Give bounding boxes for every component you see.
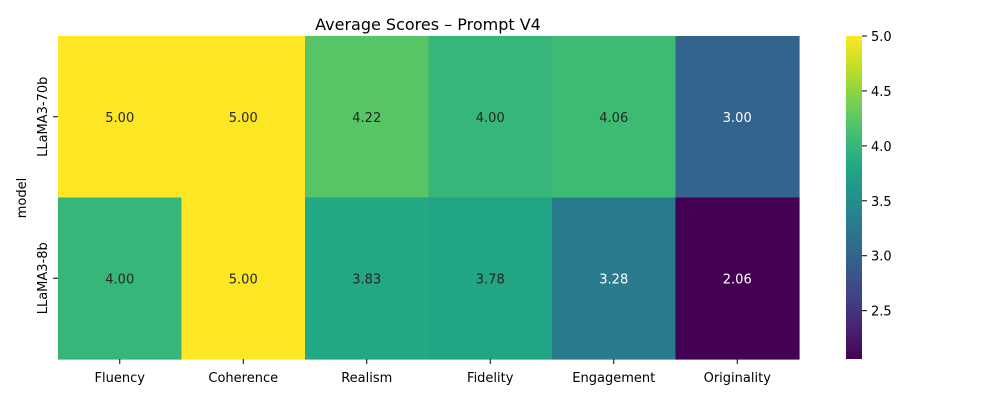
colorbar-tick-label: 2.5 [871, 305, 892, 320]
y-tick-label: LLaMA3-8b [36, 242, 51, 314]
x-tick-label: Realism [341, 371, 392, 386]
x-tick-label: Coherence [208, 371, 278, 386]
colorbar-tick-label: 5.0 [871, 30, 892, 45]
heatmap-cell [181, 197, 306, 360]
colorbar: 2.5 3.0 3.5 4.0 4.5 5.0 [846, 30, 892, 359]
heatmap-cell [58, 36, 183, 199]
heatmap-cell [675, 36, 800, 199]
colorbar-gradient [846, 36, 862, 359]
heatmap-cell [552, 36, 677, 199]
cell-value-label: 4.00 [476, 111, 505, 126]
cell-value-label: 2.06 [723, 272, 752, 287]
heatmap-cell [305, 197, 430, 360]
colorbar-tick-label: 4.0 [871, 140, 892, 155]
cell-value-label: 3.83 [352, 272, 381, 287]
heatmap-cell [675, 197, 800, 360]
cell-value-label: 4.00 [105, 272, 134, 287]
cell-value-label: 5.00 [229, 111, 258, 126]
heatmap-cell [181, 36, 306, 199]
chart-title: Average Scores – Prompt V4 [315, 15, 541, 34]
cell-value-label: 4.06 [599, 111, 628, 126]
heatmap-cell [305, 36, 430, 199]
cell-value-label: 4.22 [352, 111, 381, 126]
heatmap-cell [58, 197, 183, 360]
heatmap-cells: 5.00 5.00 4.22 4.00 4.06 3.00 4.00 5.00 3.83 3.78… [58, 36, 800, 360]
cell-value-label: 3.28 [599, 272, 628, 287]
y-axis-label: model [15, 178, 30, 218]
cell-value-label: 3.78 [476, 272, 505, 287]
heatmap-cell [428, 197, 553, 360]
heatmap-axes: Fluency Coherence Realism Fidelity Engagemen… [36, 77, 771, 386]
x-tick-label: Engagement [572, 371, 655, 386]
colorbar-tick-label: 3.0 [871, 250, 892, 265]
x-tick-label: Originality [704, 371, 772, 386]
cell-value-label: 5.00 [105, 111, 134, 126]
cell-value-label: 5.00 [229, 272, 258, 287]
colorbar-tick-label: 3.5 [871, 195, 892, 210]
heatmap-cell [552, 197, 677, 360]
x-tick-label: Fluency [95, 371, 146, 386]
x-tick-label: Fidelity [467, 371, 514, 386]
y-tick-label: LLaMA3-70b [36, 77, 51, 157]
cell-value-label: 3.00 [723, 111, 752, 126]
heatmap-cell [428, 36, 553, 199]
colorbar-tick-label: 4.5 [871, 85, 892, 100]
